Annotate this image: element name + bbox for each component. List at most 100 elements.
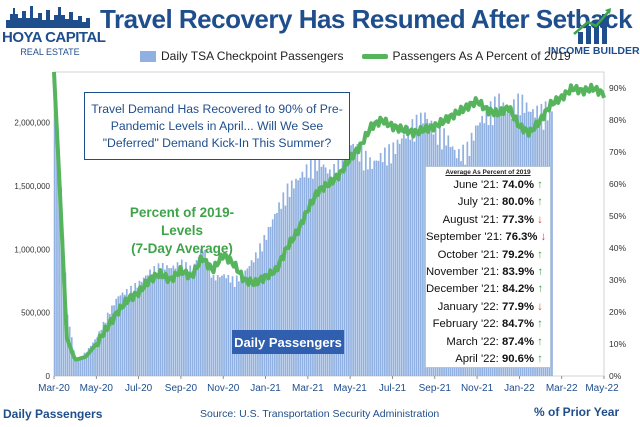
x-tick-label: May-20 bbox=[80, 383, 114, 394]
table-row-label: December '21: bbox=[426, 283, 503, 296]
bar bbox=[185, 262, 187, 376]
bar bbox=[354, 153, 357, 376]
bar bbox=[225, 278, 228, 376]
y-right-tick-label: 40% bbox=[609, 243, 626, 253]
recovery-callout: Travel Demand Has Recovered to 90% of Pr… bbox=[84, 92, 350, 160]
bar bbox=[341, 155, 344, 376]
bar bbox=[318, 156, 321, 376]
table-row: March '22: 87.4% ↑ bbox=[426, 334, 550, 351]
bar bbox=[276, 212, 278, 376]
table-row: December '21: 84.2% ↑ bbox=[426, 281, 550, 298]
bar bbox=[210, 277, 213, 376]
table-row-value: 84.2% bbox=[502, 283, 535, 296]
bar bbox=[261, 251, 263, 376]
bar bbox=[350, 145, 352, 376]
bar bbox=[92, 342, 94, 376]
x-tick-label: Sep-21 bbox=[419, 383, 452, 394]
bar bbox=[159, 271, 162, 376]
y-right-tick-label: 0% bbox=[609, 371, 622, 381]
bar bbox=[280, 208, 283, 376]
bar bbox=[83, 352, 86, 376]
bar bbox=[288, 196, 291, 376]
arrow-up-icon: ↑ bbox=[537, 265, 544, 278]
table-row-label: June '21: bbox=[453, 179, 502, 191]
y-left-tick-label: 0 bbox=[46, 372, 51, 381]
table-row: August '21: 77.3% ↓ bbox=[426, 212, 550, 229]
table-row-value: 79.2% bbox=[501, 248, 534, 261]
bar bbox=[134, 282, 137, 376]
bar bbox=[109, 314, 111, 376]
bar bbox=[398, 143, 401, 376]
x-tick-label: May-22 bbox=[585, 383, 619, 394]
legend-bar-label: Daily TSA Checkpoint Passengers bbox=[161, 49, 344, 63]
x-tick-label: Mar-20 bbox=[38, 383, 70, 394]
bar bbox=[242, 275, 244, 376]
bar bbox=[392, 142, 395, 376]
y-left-tick-label: 500,000 bbox=[21, 309, 50, 318]
bar bbox=[104, 322, 107, 376]
x-axis-label: Daily Passengers bbox=[3, 407, 103, 421]
y-right-tick-label: 50% bbox=[609, 211, 626, 221]
bar bbox=[89, 345, 92, 376]
bar bbox=[136, 287, 139, 376]
bar bbox=[331, 179, 333, 376]
bar bbox=[238, 281, 240, 376]
table-row-value: 83.9% bbox=[502, 265, 535, 278]
bar bbox=[396, 139, 399, 376]
bar bbox=[371, 168, 373, 376]
bar bbox=[187, 271, 189, 376]
bar bbox=[364, 150, 367, 376]
legend-bar-swatch bbox=[140, 50, 156, 62]
bar bbox=[377, 160, 380, 376]
daily-passengers-label: Daily Passengers bbox=[232, 330, 344, 354]
bar bbox=[142, 277, 145, 376]
bar bbox=[153, 266, 156, 376]
bar bbox=[164, 269, 166, 376]
bar bbox=[409, 139, 412, 376]
table-row: July '21: 80.0% ↑ bbox=[426, 194, 550, 211]
bar bbox=[123, 294, 126, 376]
bar bbox=[271, 219, 274, 376]
legend-line-swatch bbox=[361, 53, 388, 59]
monthly-average-table: Average As Percent of 2019 June '21: 74.… bbox=[425, 166, 551, 368]
bar bbox=[115, 298, 118, 376]
y-right-tick-label: 80% bbox=[609, 115, 626, 125]
legend: Daily TSA Checkpoint Passengers Passenge… bbox=[140, 47, 571, 65]
bar bbox=[77, 360, 79, 376]
bar bbox=[257, 258, 259, 376]
x-tick-label: Jan-21 bbox=[250, 383, 281, 394]
bar bbox=[166, 265, 168, 376]
table-row-value: 87.4% bbox=[501, 335, 534, 348]
bar bbox=[415, 114, 418, 376]
bar bbox=[113, 305, 115, 376]
bar bbox=[295, 178, 297, 376]
arrow-up-icon: ↑ bbox=[537, 335, 543, 348]
bar bbox=[345, 149, 348, 376]
bar bbox=[367, 169, 369, 376]
bar bbox=[369, 157, 371, 376]
bar bbox=[405, 138, 407, 376]
bar bbox=[214, 280, 217, 376]
bar bbox=[360, 145, 363, 376]
bar bbox=[316, 170, 318, 376]
bar bbox=[320, 166, 323, 376]
x-tick-label: Jul-21 bbox=[379, 383, 407, 394]
bar bbox=[362, 170, 365, 376]
bar bbox=[180, 259, 183, 376]
bar bbox=[54, 113, 56, 377]
table-row: November '21: 83.9% ↑ bbox=[426, 264, 550, 281]
y-right-tick-label: 70% bbox=[609, 147, 626, 157]
bar bbox=[227, 274, 230, 376]
bar bbox=[403, 134, 405, 376]
bar bbox=[305, 164, 308, 376]
bar bbox=[250, 260, 253, 376]
bar bbox=[314, 157, 316, 376]
percent-series-label: Percent of 2019-Levels (7-Day Average) bbox=[112, 204, 252, 258]
bar bbox=[329, 169, 331, 376]
bar bbox=[263, 235, 266, 376]
bar bbox=[216, 275, 219, 376]
table-row: April '22: 90.6% ↑ bbox=[426, 351, 550, 368]
bar bbox=[259, 243, 261, 376]
bar bbox=[197, 257, 200, 376]
bar bbox=[326, 173, 329, 376]
